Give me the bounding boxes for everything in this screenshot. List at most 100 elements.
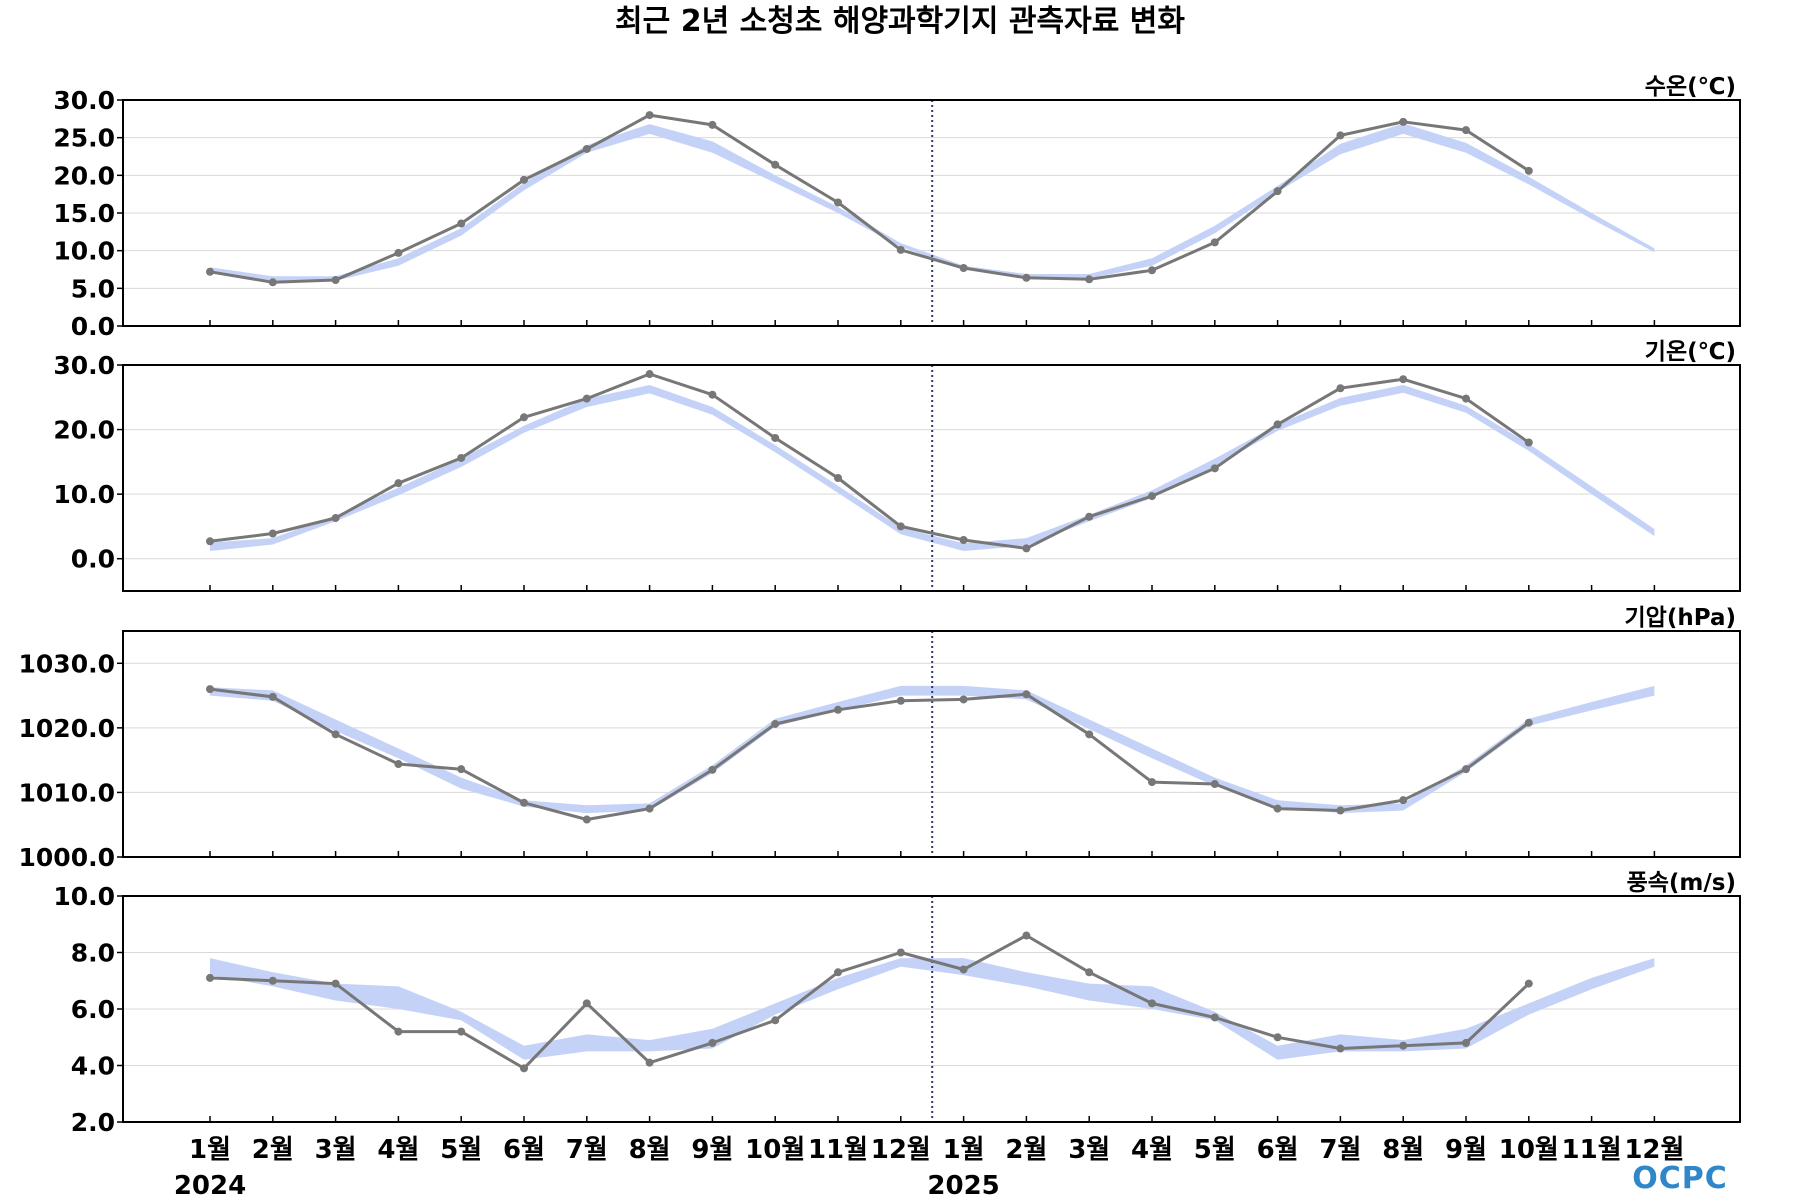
data-point xyxy=(1524,979,1533,988)
data-point xyxy=(1022,273,1031,282)
data-point xyxy=(331,276,340,285)
y-tick-label: 10.0 xyxy=(53,237,115,266)
x-tick-label: 3월 xyxy=(1068,1135,1110,1165)
data-point xyxy=(896,696,905,705)
panel-3: 1000.0 1010.0 1020.0 1030.0 기압(hPa) xyxy=(19,605,1741,872)
data-point xyxy=(708,1038,717,1047)
data-point xyxy=(1022,690,1031,699)
data-point xyxy=(1399,1041,1408,1050)
data-point xyxy=(834,705,842,714)
data-point xyxy=(331,514,340,523)
series-line xyxy=(209,372,1530,550)
data-point xyxy=(896,522,905,531)
x-tick-label: 6월 xyxy=(1257,1135,1299,1165)
data-point xyxy=(331,979,340,988)
data-point xyxy=(268,692,277,701)
data-point xyxy=(771,719,780,728)
data-point xyxy=(1336,806,1345,815)
climatology-band xyxy=(210,123,1655,281)
data-point xyxy=(1399,796,1408,805)
data-point xyxy=(771,1016,780,1025)
data-point xyxy=(1148,778,1156,787)
x-tick-label: 4월 xyxy=(377,1135,419,1165)
data-point xyxy=(1524,718,1533,727)
series-line xyxy=(209,687,1530,821)
x-tick-label: 12월 xyxy=(871,1135,931,1165)
data-point xyxy=(708,765,717,774)
data-point xyxy=(1085,275,1094,284)
data-point xyxy=(959,263,968,272)
x-tick-label: 9월 xyxy=(1445,1135,1487,1165)
data-point xyxy=(457,453,466,462)
plot-frame xyxy=(122,364,1741,592)
panel-1: 0.0 5.0 10.0 15.0 20.0 25.0 30.0 수온(℃) xyxy=(53,74,1741,341)
y-tick-label: 6.0 xyxy=(71,995,115,1024)
data-point xyxy=(520,1064,528,1073)
x-tick-label: 2월 xyxy=(252,1135,294,1165)
data-point xyxy=(206,267,214,276)
data-point xyxy=(206,685,214,694)
y-tick-label: 30.0 xyxy=(53,351,115,380)
x-tick-label: 7월 xyxy=(566,1135,608,1165)
data-point xyxy=(1148,492,1156,501)
data-point xyxy=(1524,166,1533,175)
data-point xyxy=(582,144,591,153)
y-tick-label: 10.0 xyxy=(53,882,115,911)
data-point xyxy=(1148,999,1156,1008)
data-point xyxy=(1462,1038,1470,1047)
y-tick-label: 10.0 xyxy=(53,480,115,509)
data-point xyxy=(1210,238,1219,247)
data-point xyxy=(1210,1013,1219,1022)
plot-frame xyxy=(122,630,1741,858)
data-point xyxy=(268,976,277,985)
data-point xyxy=(1022,931,1031,940)
data-point xyxy=(959,965,968,974)
data-point xyxy=(394,248,403,257)
x-tick-label: 11월 xyxy=(808,1135,868,1165)
data-point xyxy=(457,765,466,774)
data-point xyxy=(1462,765,1470,774)
data-point xyxy=(896,245,905,254)
year-label: 2024 xyxy=(174,1171,246,1200)
data-point xyxy=(645,1058,654,1067)
data-point xyxy=(1399,375,1408,384)
x-tick-label: 5월 xyxy=(440,1135,482,1165)
y-tick-label: 5.0 xyxy=(71,274,115,303)
x-tick-label: 11월 xyxy=(1562,1135,1622,1165)
data-point xyxy=(520,413,528,422)
data-point xyxy=(520,175,528,184)
data-point xyxy=(771,160,780,169)
data-point xyxy=(708,390,717,399)
x-tick-label: 10월 xyxy=(745,1135,805,1165)
data-point xyxy=(1273,420,1282,429)
data-point xyxy=(206,973,214,982)
x-tick-label: 7월 xyxy=(1319,1135,1361,1165)
panel-2: 0.0 10.0 20.0 30.0 기온(℃) xyxy=(53,339,1741,592)
y-tick-label: 15.0 xyxy=(53,199,115,228)
data-point xyxy=(645,370,654,379)
y-tick-label: 30.0 xyxy=(53,86,115,115)
y-tick-label: 20.0 xyxy=(53,416,115,445)
ocpc-logo: OCPC xyxy=(1632,1161,1728,1196)
x-tick-label: 10월 xyxy=(1499,1135,1559,1165)
y-tick-label: 0.0 xyxy=(71,312,115,341)
y-tick-label: 1030.0 xyxy=(19,649,115,678)
y-tick-label: 8.0 xyxy=(71,939,115,968)
data-point xyxy=(206,537,214,546)
data-point xyxy=(394,1027,403,1036)
y-tick-label: 0.0 xyxy=(71,545,115,574)
x-tick-label: 3월 xyxy=(315,1135,357,1165)
y-tick-label: 20.0 xyxy=(53,161,115,190)
chart-panels: 0.0 5.0 10.0 15.0 20.0 25.0 30.0 수온(℃) 0.0 10.0 20… xyxy=(19,74,1741,1137)
data-point xyxy=(268,278,277,287)
x-tick-label: 5월 xyxy=(1194,1135,1236,1165)
x-axis-labels: 1월 2월 3월 4월 5월 6월 7월 8월 9월 10월 11월 12월 1월 2월 3월 4월 5월 6월 7… xyxy=(174,1135,1685,1201)
data-point xyxy=(1336,384,1345,393)
data-point xyxy=(708,120,717,129)
data-point xyxy=(834,474,842,482)
y-axis-label: 수온(℃) xyxy=(1645,74,1736,100)
y-axis-label: 기온(℃) xyxy=(1645,339,1736,365)
x-tick-label: 8월 xyxy=(629,1135,671,1165)
data-point xyxy=(394,479,403,488)
y-tick-label: 25.0 xyxy=(53,124,115,153)
